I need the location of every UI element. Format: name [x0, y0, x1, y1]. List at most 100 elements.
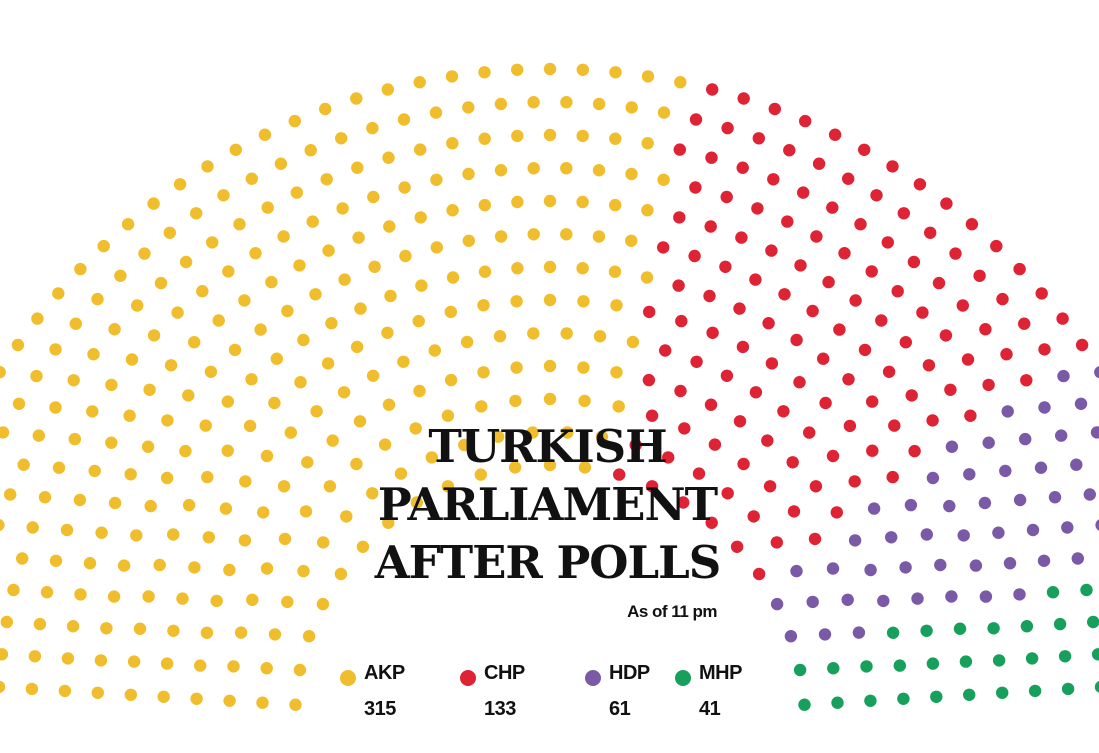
seat-akp [428, 344, 441, 357]
seat-akp [131, 299, 144, 312]
seat-akp [179, 444, 192, 458]
seat-akp [394, 467, 408, 480]
seat-akp [493, 330, 507, 343]
seat-chp [678, 422, 691, 435]
seat-akp [576, 262, 589, 275]
seat-hdp [904, 498, 918, 512]
seat-chp [777, 405, 790, 418]
seat-hdp [1055, 429, 1068, 442]
seat-akp [97, 239, 110, 253]
seat-akp [543, 62, 557, 76]
seat-akp [641, 70, 655, 83]
seat-akp [294, 376, 307, 389]
seat-chp [689, 181, 702, 194]
seat-akp [58, 684, 72, 698]
seat-akp [366, 487, 379, 500]
legend-value-mhp: 41 [699, 698, 721, 720]
seat-akp [367, 190, 380, 204]
seat-akp [430, 173, 443, 186]
seat-akp [510, 361, 523, 374]
seat-akp [610, 299, 623, 312]
seat-akp [179, 255, 193, 269]
seat-akp [223, 563, 236, 577]
seat-chp [822, 275, 835, 289]
seat-akp [52, 287, 65, 300]
seat-chp [913, 178, 927, 191]
seat-chp [761, 434, 774, 447]
seat-chp [673, 143, 686, 156]
legend: AKP 315 CHP 133 HDP 61 MHP 41 [340, 660, 760, 730]
seat-chp [708, 438, 722, 451]
seat-akp [413, 76, 426, 89]
seat-chp [964, 409, 977, 422]
seat-akp [441, 409, 455, 422]
seat-akp [410, 496, 423, 509]
seat-chp [675, 314, 688, 328]
seat-akp [124, 468, 137, 481]
seat-akp [69, 317, 83, 330]
seat-chp [1035, 287, 1048, 300]
seat-akp [256, 696, 269, 709]
title-line-3: AFTER POLLS [374, 536, 722, 589]
seat-akp [413, 384, 426, 398]
seat-akp [288, 114, 301, 128]
seat-chp [688, 249, 701, 263]
seat-chp [924, 226, 937, 239]
seat-akp [227, 660, 240, 673]
seat-chp [939, 329, 953, 342]
seat-akp [674, 76, 687, 89]
seat-akp [26, 521, 39, 534]
seat-akp [478, 198, 491, 212]
seat-mhp [963, 688, 976, 701]
legend-value-chp: 133 [484, 698, 516, 720]
seat-akp [52, 461, 66, 474]
seat-chp [787, 505, 801, 518]
seat-akp [290, 186, 303, 199]
title-line-2: PARLIAMENT [377, 478, 718, 531]
seat-hdp [969, 559, 983, 572]
seat-akp [223, 694, 236, 707]
seat-akp [38, 491, 52, 504]
legend-value-hdp: 61 [609, 698, 631, 720]
seat-akp [277, 480, 291, 493]
seat-hdp [1095, 519, 1099, 531]
seat-akp [527, 228, 540, 241]
seat-akp [245, 172, 258, 185]
seat-chp [990, 239, 1003, 253]
seat-akp [188, 336, 201, 349]
seat-akp [40, 586, 54, 599]
seat-akp [399, 249, 412, 263]
seat-chp [705, 151, 718, 164]
seat-mhp [987, 622, 1000, 635]
seat-chp [749, 386, 763, 399]
seat-akp [610, 366, 623, 379]
seat-akp [210, 594, 223, 608]
seat-chp [719, 260, 732, 273]
seat-hdp [926, 471, 940, 485]
seat-chp [1075, 338, 1089, 352]
seat-akp [441, 480, 455, 493]
seat-akp [608, 265, 622, 278]
seat-mhp [992, 654, 1006, 667]
seat-akp [91, 686, 105, 699]
seat-mhp [1087, 615, 1099, 629]
seat-akp [335, 132, 348, 145]
seat-akp [462, 101, 475, 114]
seat-akp [188, 561, 201, 574]
seat-chp [747, 510, 760, 523]
seat-akp [509, 394, 522, 408]
seat-chp [826, 201, 839, 214]
seat-chp [720, 190, 733, 204]
seat-chp [926, 414, 939, 427]
seat-akp [543, 293, 557, 307]
seat-akp [593, 330, 607, 343]
seat-chp [858, 343, 872, 357]
seat-mhp [920, 624, 933, 637]
seat-chp [733, 302, 746, 315]
seat-chp [826, 449, 840, 463]
seat-mhp [860, 660, 873, 673]
seat-akp [381, 83, 394, 96]
seat-hdp [1057, 369, 1070, 383]
legend-swatch-mhp [675, 670, 691, 686]
seat-akp [511, 195, 524, 209]
